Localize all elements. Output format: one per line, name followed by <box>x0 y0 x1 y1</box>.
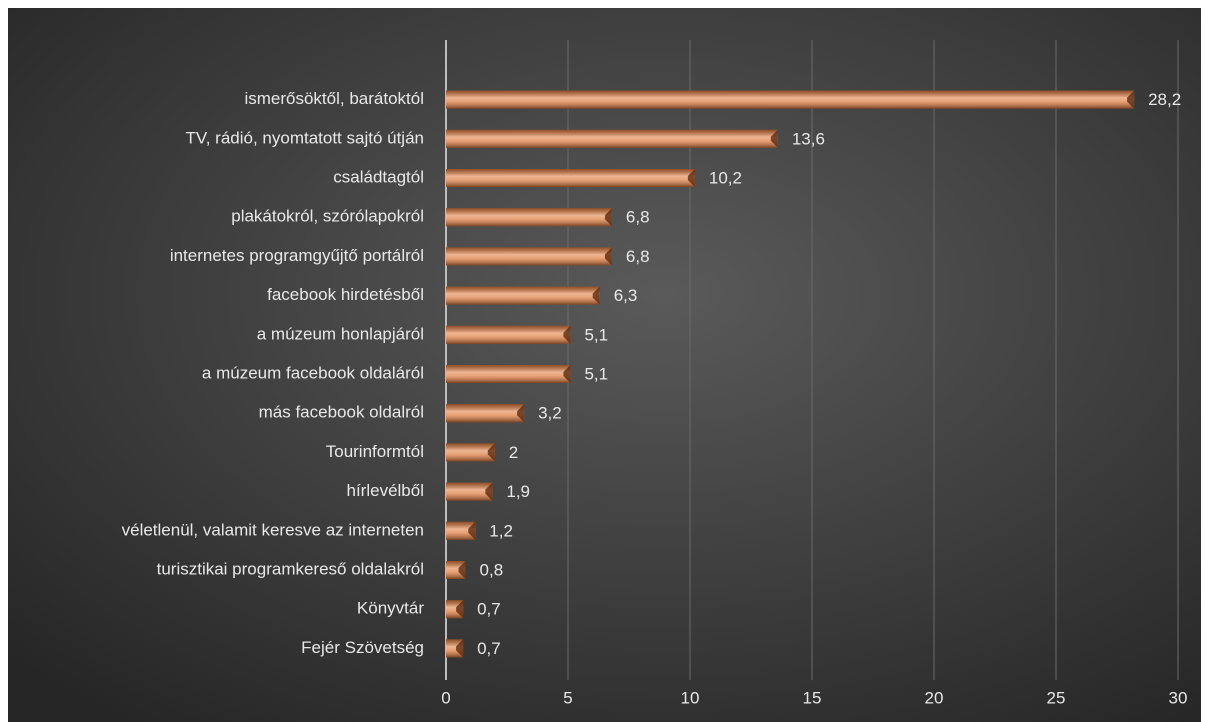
y-tick-label: a múzeum honlapjáról <box>257 324 424 343</box>
value-label: 10,2 <box>709 168 742 187</box>
y-tick-label: turisztikai programkereső oldalakról <box>157 559 424 578</box>
value-label: 3,2 <box>538 404 562 423</box>
y-tick-label: TV, rádió, nyomtatott sajtó útján <box>186 128 424 147</box>
value-label: 6,3 <box>614 286 638 305</box>
y-tick-label: Könyvtár <box>357 599 424 618</box>
bar-bevel <box>446 482 493 501</box>
bar-cap <box>456 639 464 658</box>
bar-cap <box>592 286 600 305</box>
x-tick-label: 30 <box>1169 688 1188 707</box>
value-label: 1,2 <box>489 521 513 540</box>
bar-bevel <box>446 325 571 344</box>
y-tick-label: plakátokról, szórólapokról <box>231 207 424 226</box>
bar-bevel <box>446 561 466 579</box>
y-tick-label: ismerősöktől, barátoktól <box>244 89 424 108</box>
bar-cap <box>456 600 464 619</box>
y-tick-label: hírlevélből <box>347 481 425 500</box>
value-label: 28,2 <box>1148 90 1181 109</box>
value-label: 6,8 <box>626 247 650 266</box>
y-tick-label: facebook hirdetésből <box>267 285 424 304</box>
value-label: 6,8 <box>626 208 650 227</box>
y-tick-label: családtagtól <box>333 167 424 186</box>
value-label: 0,8 <box>480 560 504 579</box>
y-tick-label: internetes programgyűjtő portálról <box>170 246 424 265</box>
bar-bevel <box>446 169 695 187</box>
bar-cap <box>485 482 493 501</box>
bar-cap <box>517 404 525 423</box>
bar-bevel <box>446 247 612 266</box>
bar-cap <box>487 443 495 462</box>
bar-cap <box>563 325 571 344</box>
value-label: 5,1 <box>584 325 608 344</box>
plot-background <box>8 8 1201 722</box>
bar-cap <box>468 521 476 540</box>
x-tick-label: 10 <box>681 688 700 707</box>
x-tick-label: 15 <box>803 688 822 707</box>
bar-cap <box>770 129 778 148</box>
value-label: 0,7 <box>477 600 501 619</box>
bar-bevel <box>446 90 1135 109</box>
y-tick-label: Tourinformtól <box>326 442 424 461</box>
x-tick-label: 20 <box>925 688 944 707</box>
bar-cap <box>458 561 466 579</box>
value-label: 1,9 <box>506 482 530 501</box>
bar-bevel <box>446 286 600 305</box>
value-label: 13,6 <box>792 129 825 148</box>
bar-bevel <box>446 129 778 148</box>
x-tick-label: 0 <box>441 688 450 707</box>
bar-cap <box>604 208 612 227</box>
bar-bevel <box>446 365 571 383</box>
value-label: 5,1 <box>584 364 608 383</box>
value-label: 2 <box>509 443 518 462</box>
bar-cap <box>604 247 612 266</box>
y-tick-label: véletlenül, valamit keresve az internete… <box>122 520 424 539</box>
bar-bevel <box>446 404 525 423</box>
x-tick-label: 5 <box>563 688 572 707</box>
bar-cap <box>687 169 695 187</box>
y-tick-label: Fejér Szövetség <box>301 638 424 657</box>
value-label: 0,7 <box>477 639 501 658</box>
y-tick-label: a múzeum facebook oldaláról <box>202 363 424 382</box>
bar-bevel <box>446 208 612 227</box>
x-tick-label: 25 <box>1047 688 1066 707</box>
bar-cap <box>563 365 571 383</box>
y-tick-label: más facebook oldalról <box>259 403 424 422</box>
bar-bevel <box>446 443 495 462</box>
bar-bevel <box>446 521 476 540</box>
bar-cap <box>1127 90 1135 109</box>
